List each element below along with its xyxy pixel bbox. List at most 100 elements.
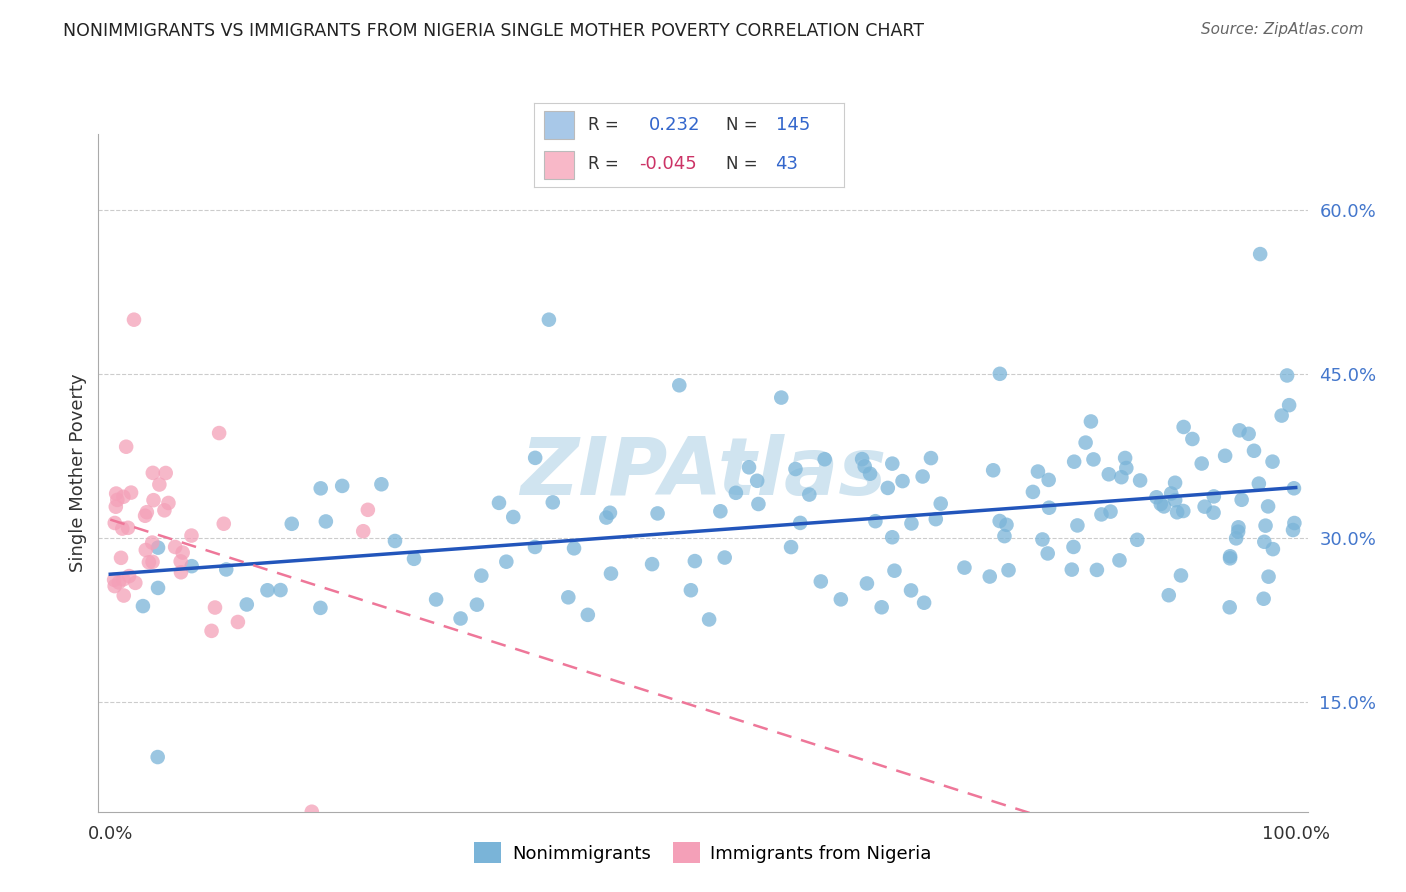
Point: [146, 750, 169, 764]
Point: [135, 543, 157, 558]
Point: [1022, 484, 1045, 499]
Point: [450, 611, 472, 625]
Point: [1031, 533, 1053, 547]
Point: [1111, 470, 1133, 484]
Point: [153, 503, 176, 517]
Point: [1257, 569, 1279, 583]
Text: R =: R =: [588, 155, 619, 173]
Point: [135, 505, 157, 519]
Point: [212, 516, 235, 531]
Point: [1085, 563, 1108, 577]
Point: [900, 583, 922, 598]
Point: [112, 589, 135, 603]
Text: NONIMMIGRANTS VS IMMIGRANTS FROM NIGERIA SINGLE MOTHER POVERTY CORRELATION CHART: NONIMMIGRANTS VS IMMIGRANTS FROM NIGERIA…: [63, 22, 924, 40]
Point: [997, 563, 1019, 577]
Point: [1157, 588, 1180, 602]
Point: [330, 479, 353, 493]
Point: [1108, 553, 1130, 567]
Point: [1194, 500, 1216, 514]
Point: [1146, 490, 1168, 504]
Point: [988, 514, 1011, 528]
Point: [204, 600, 226, 615]
Point: [1275, 368, 1298, 383]
Point: [1284, 516, 1306, 530]
Point: [141, 535, 163, 549]
Point: [853, 459, 876, 474]
Point: [1202, 506, 1225, 520]
Point: [104, 579, 127, 593]
Point: [1160, 486, 1182, 500]
Text: 145: 145: [776, 117, 810, 135]
Point: [993, 529, 1015, 543]
Point: [1219, 600, 1241, 615]
Text: Source: ZipAtlas.com: Source: ZipAtlas.com: [1201, 22, 1364, 37]
Point: [124, 575, 146, 590]
Point: [138, 555, 160, 569]
Text: ZIPAtlas: ZIPAtlas: [520, 434, 886, 512]
Point: [747, 497, 769, 511]
Text: N =: N =: [725, 155, 758, 173]
Point: [112, 490, 135, 504]
Point: [1090, 508, 1112, 522]
Point: [1038, 500, 1060, 515]
Point: [780, 540, 803, 554]
Point: [488, 496, 510, 510]
Point: [402, 551, 425, 566]
Point: [1261, 542, 1284, 557]
Point: [370, 477, 392, 491]
Point: [1271, 409, 1294, 423]
Point: [576, 607, 599, 622]
Point: [929, 497, 952, 511]
Point: [1038, 473, 1060, 487]
Point: [165, 540, 187, 554]
Point: [1243, 443, 1265, 458]
Point: [1249, 247, 1271, 261]
Point: [1278, 398, 1301, 412]
Point: [679, 583, 702, 598]
Point: [141, 555, 163, 569]
Point: [524, 450, 547, 465]
Point: [1036, 546, 1059, 560]
Text: -0.045: -0.045: [640, 155, 697, 173]
Point: [600, 566, 623, 581]
Point: [747, 474, 769, 488]
Point: [1213, 449, 1236, 463]
Point: [120, 485, 142, 500]
Point: [1060, 563, 1083, 577]
Point: [110, 550, 132, 565]
Point: [502, 510, 524, 524]
Point: [683, 554, 706, 568]
Point: [537, 312, 560, 326]
Point: [1219, 549, 1241, 564]
Point: [713, 550, 735, 565]
Point: [789, 516, 811, 530]
Point: [111, 522, 134, 536]
Point: [200, 624, 222, 638]
Point: [709, 504, 731, 518]
Point: [115, 440, 138, 454]
Point: [1026, 465, 1049, 479]
Point: [1230, 492, 1253, 507]
Text: N =: N =: [725, 117, 758, 135]
Point: [1129, 474, 1152, 488]
Point: [995, 517, 1018, 532]
Point: [309, 481, 332, 495]
Point: [647, 507, 669, 521]
Point: [981, 463, 1004, 477]
Text: R =: R =: [588, 117, 619, 135]
Point: [142, 466, 165, 480]
Point: [170, 554, 193, 568]
Point: [301, 805, 323, 819]
Point: [1202, 490, 1225, 504]
Point: [104, 500, 127, 514]
Point: [256, 583, 278, 598]
Point: [309, 600, 332, 615]
Point: [859, 467, 882, 481]
FancyBboxPatch shape: [544, 151, 575, 178]
Point: [1150, 497, 1173, 511]
Point: [122, 312, 145, 326]
Point: [599, 506, 621, 520]
Point: [785, 462, 807, 476]
Point: [799, 487, 821, 501]
Point: [911, 469, 934, 483]
